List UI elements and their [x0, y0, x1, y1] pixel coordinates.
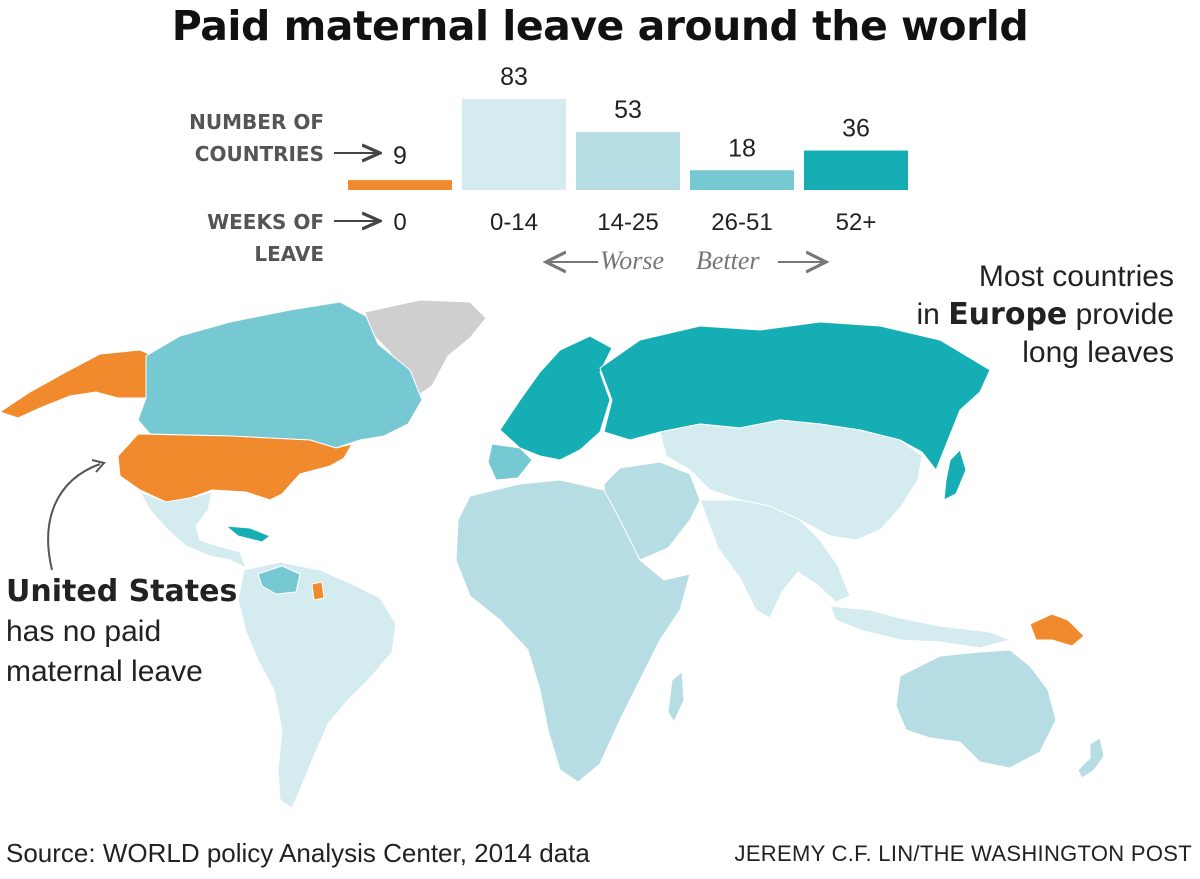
europe-annotation-line2: in Europe provide [917, 296, 1175, 334]
europe-annotation-line1: Most countries [978, 260, 1174, 293]
better-label: Better [696, 246, 760, 275]
chart-title: Paid maternal leave around the world [171, 2, 1029, 50]
worse-label: Worse [600, 246, 665, 275]
map-madagascar [667, 671, 685, 724]
us-annotation-bold: United States [6, 574, 238, 609]
bar-value-26-51: 18 [728, 134, 756, 162]
map-south-america [237, 561, 397, 809]
bar-52+ [804, 150, 908, 190]
map-caribbean [224, 525, 272, 543]
map-indonesia [829, 605, 1012, 649]
bar-chart: 9 0 83 0-14 53 14-25 18 26-51 36 52+ [334, 63, 908, 290]
source-note: Source: WORLD policy Analysis Center, 20… [6, 838, 590, 868]
us-annotation-line2: has no paid [6, 615, 162, 648]
map-new-zealand [1077, 737, 1105, 779]
europe-annotation-bold: Europe [948, 297, 1068, 332]
category-label-0: 0 [393, 209, 406, 236]
map-papua-new-guinea [1029, 613, 1085, 647]
map-russia [599, 321, 991, 471]
us-annotation-line3: maternal leave [6, 655, 203, 688]
map-europe [499, 335, 613, 461]
europe-annotation-in: in [916, 298, 949, 331]
map-venezuela [257, 565, 301, 595]
category-label-14-25: 14-25 [597, 209, 658, 236]
us-pointer-arrowhead [91, 459, 106, 473]
category-label-52+: 52+ [836, 209, 877, 236]
bar-0 [348, 180, 452, 190]
europe-annotation: Most countries in Europe provide long le… [917, 258, 1175, 372]
map-suriname [311, 581, 325, 601]
map-alaska [0, 349, 163, 419]
map-united-states [117, 433, 354, 503]
us-pointer-arrow [47, 463, 101, 571]
category-label-0-14: 0-14 [490, 209, 538, 236]
countries-axis-label: NUMBER OF COUNTRIES [189, 106, 324, 170]
bar-14-25 [576, 131, 680, 190]
bar-value-52+: 36 [842, 115, 870, 143]
map-mexico [138, 491, 247, 570]
credit-line: JEREMY C.F. LIN/THE WASHINGTON POST [734, 841, 1192, 866]
europe-annotation-provide: provide [1067, 298, 1174, 331]
map-western-europe [487, 443, 533, 481]
map-asia [659, 419, 923, 541]
europe-annotation-line3: long leaves [1022, 336, 1174, 369]
weeks-label-line2: LEAVE [254, 242, 324, 266]
bar-26-51 [690, 170, 794, 190]
map-africa [455, 479, 691, 783]
bar-0-14 [462, 99, 566, 190]
map-greenland [364, 299, 487, 399]
countries-label-line1: NUMBER OF [189, 110, 324, 134]
map-australia [895, 649, 1057, 769]
bar-value-14-25: 53 [614, 96, 642, 124]
bar-value-0: 9 [393, 142, 407, 170]
weeks-label-line1: WEEKS OF [207, 210, 324, 234]
us-annotation: United States has no paid maternal leave [6, 572, 237, 692]
bar-value-0-14: 83 [500, 63, 528, 91]
countries-label-line2: COUNTRIES [194, 142, 324, 166]
category-label-26-51: 26-51 [711, 209, 772, 236]
map-japan [943, 449, 967, 501]
weeks-axis-label: WEEKS OF LEAVE [207, 206, 324, 270]
map-south-asia [699, 499, 851, 619]
